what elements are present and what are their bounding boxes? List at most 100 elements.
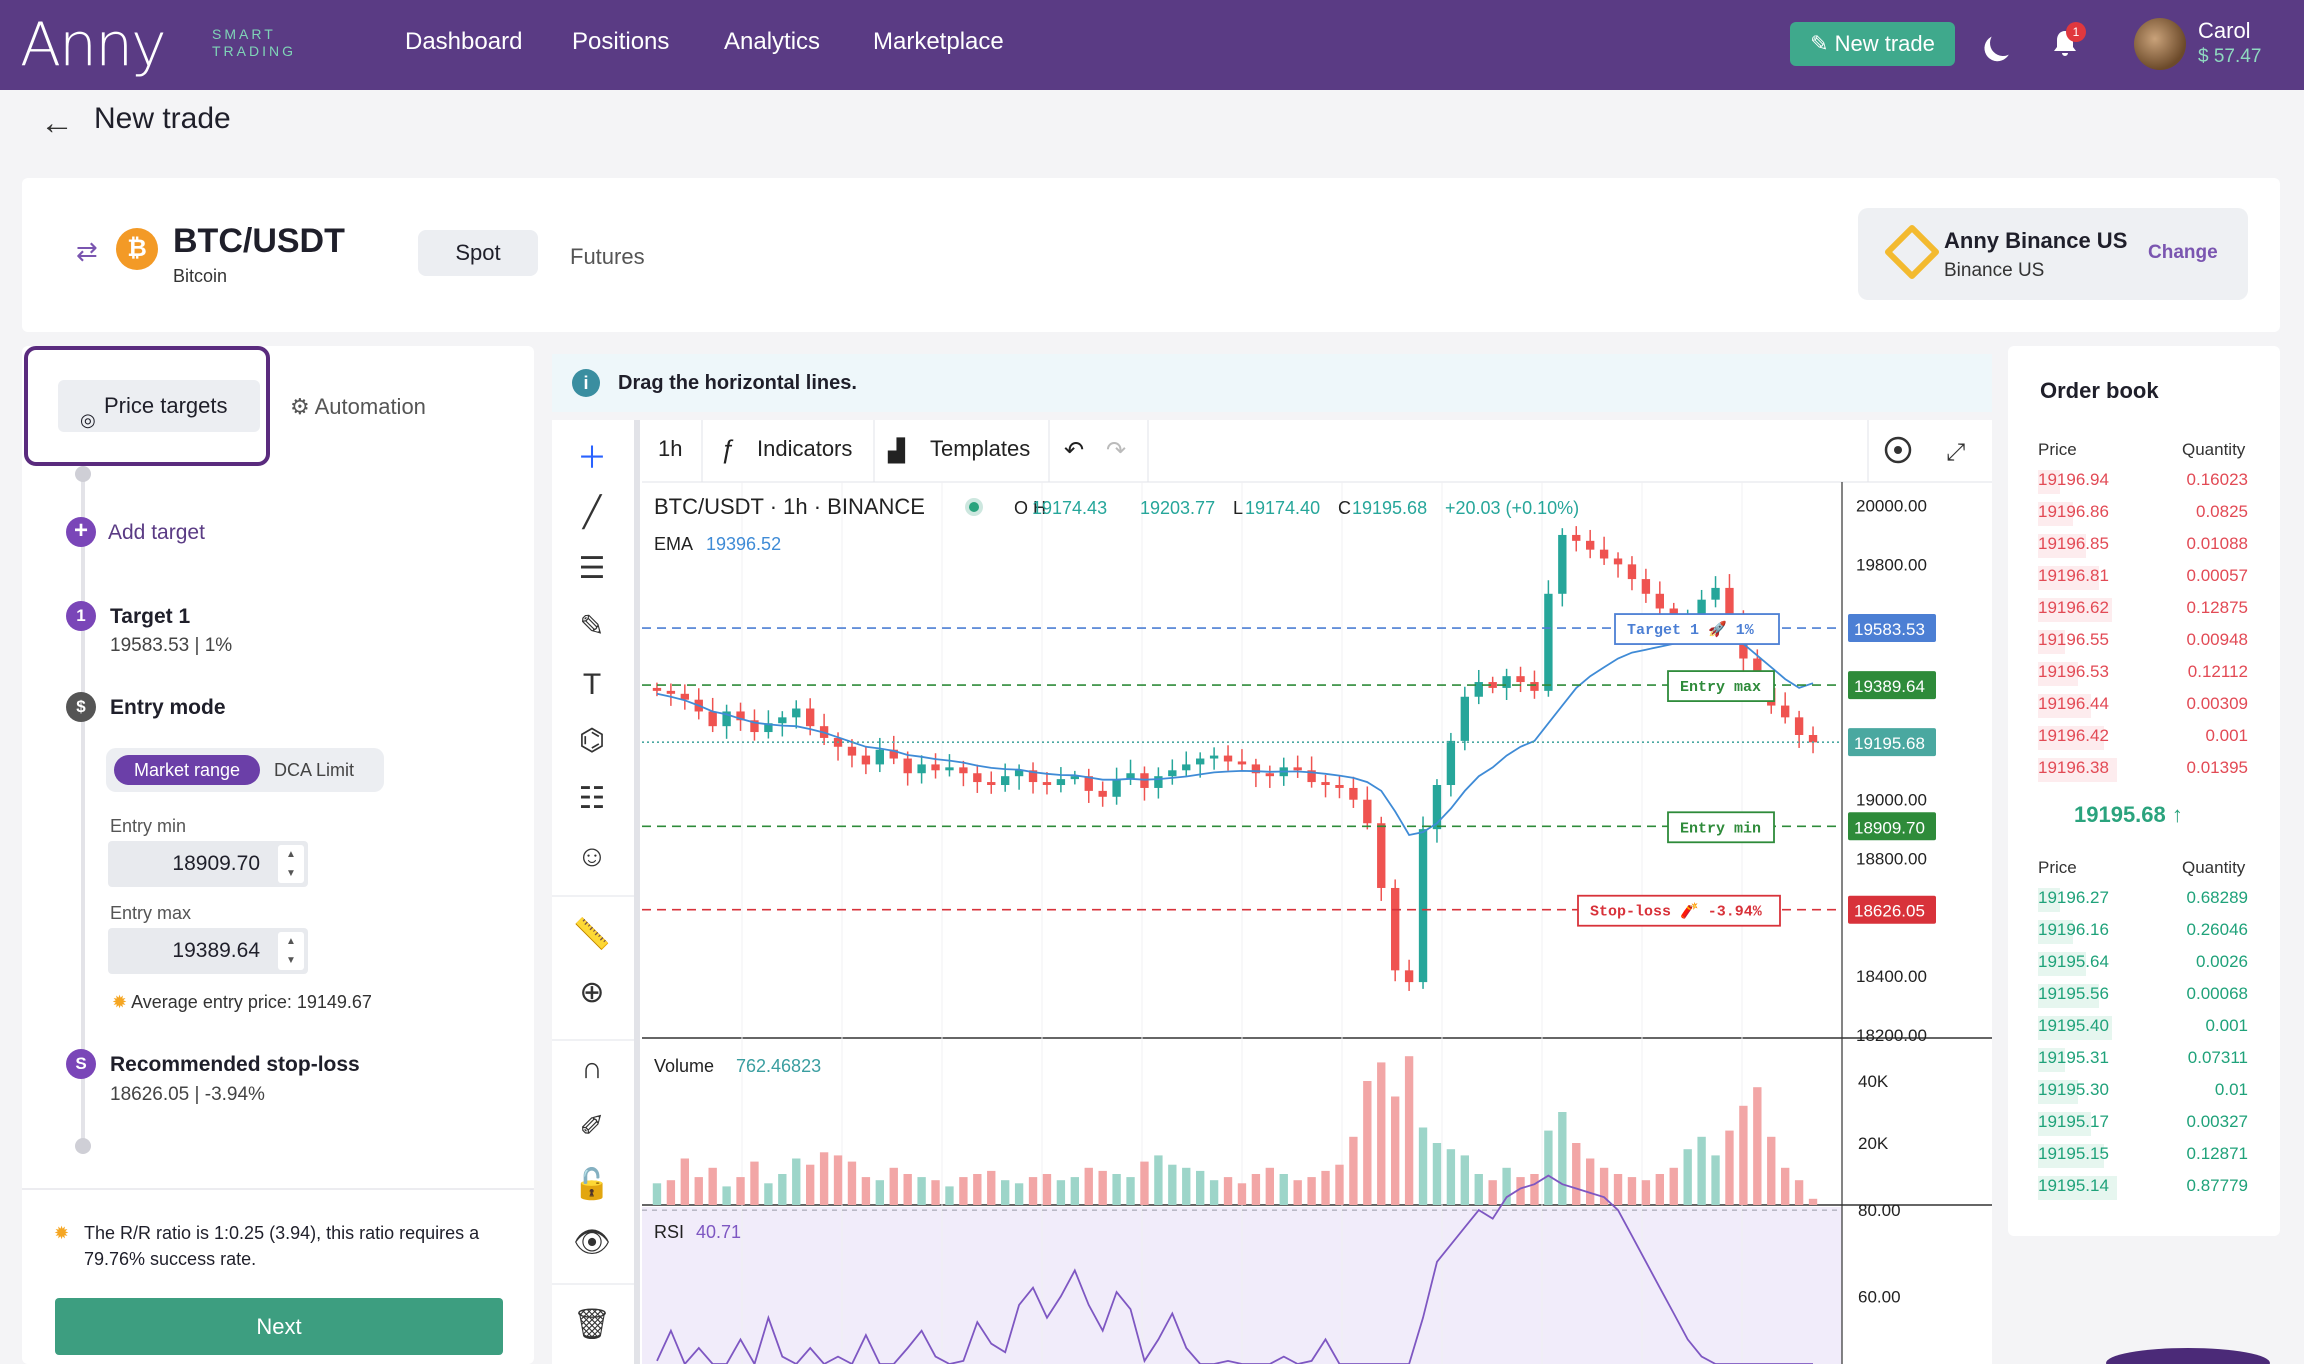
line-label-box: [1667, 811, 1775, 844]
order-row[interactable]: 19195.14 0.87779: [2038, 1176, 2248, 1204]
price-tag: 19389.64: [1854, 677, 1925, 696]
depth-bar: [2038, 1048, 2065, 1072]
order-quantity: 0.00057: [2186, 566, 2248, 585]
avatar[interactable]: [2134, 18, 2186, 70]
depth-bar: [2038, 1176, 2117, 1200]
candle-body: [861, 755, 871, 765]
order-row[interactable]: 19196.16 0.26046: [2038, 920, 2248, 948]
nav-positions[interactable]: Positions: [572, 28, 670, 55]
volume-bar: [1154, 1155, 1163, 1205]
dark-mode-toggle-icon[interactable]: [1986, 26, 2019, 59]
hint-banner: i Drag the horizontal lines.: [552, 354, 1992, 412]
chart-widget[interactable]: 1h ƒ Indicators ▟ Templates ↶ ↷ ⤢ ＋ ╱ ☰ ✎ T ⌬ ☷ ☺ 📏 ⊕ ∩ ✐ 🔓 👁…: [552, 420, 1992, 1364]
volume-bar: [973, 1174, 982, 1205]
line-label-box: [1577, 894, 1781, 927]
candle-body: [973, 773, 982, 783]
add-target-button[interactable]: Add target: [108, 521, 205, 544]
price-tick: 18400.00: [1856, 967, 1927, 986]
pair-symbol[interactable]: BTC/USDT: [173, 222, 345, 260]
order-row[interactable]: 19195.15 0.12871: [2038, 1144, 2248, 1172]
order-row[interactable]: 19195.40 0.001: [2038, 1016, 2248, 1044]
back-arrow-icon[interactable]: ←: [40, 104, 74, 142]
order-row[interactable]: 19196.42 0.001: [2038, 726, 2248, 754]
candle-body: [847, 746, 857, 756]
order-quantity: 0.0026: [2196, 952, 2248, 971]
nav-analytics[interactable]: Analytics: [724, 28, 821, 55]
order-row[interactable]: 19195.64 0.0026: [2038, 952, 2248, 980]
order-price: 19196.42: [2038, 726, 2109, 745]
brand-logo[interactable]: Anny: [20, 10, 167, 80]
candle-body: [666, 690, 676, 694]
user-name[interactable]: Carol: [2198, 18, 2251, 43]
depth-bar: [2038, 726, 2104, 750]
order-row[interactable]: 19196.94 0.16023: [2038, 470, 2248, 498]
candle-body: [1293, 767, 1302, 771]
stepper-icon[interactable]: ▲ ▼: [278, 845, 304, 883]
depth-bar: [2038, 598, 2112, 622]
volume-bar: [1599, 1167, 1609, 1205]
candle-body: [1474, 682, 1483, 697]
next-button[interactable]: Next: [55, 1298, 503, 1355]
volume-bar: [1042, 1174, 1052, 1205]
order-row[interactable]: 19196.53 0.12112: [2038, 662, 2248, 690]
candle-body: [1558, 534, 1567, 594]
order-row[interactable]: 19195.56 0.00068: [2038, 984, 2248, 1012]
order-row[interactable]: 19196.85 0.01088: [2038, 534, 2248, 562]
arrow-up-icon: ↑: [2171, 802, 2183, 827]
order-quantity: 0.00309: [2186, 694, 2248, 713]
legend-low-label: L: [1233, 498, 1243, 518]
volume-bar: [1349, 1136, 1358, 1205]
add-target-icon[interactable]: +: [66, 517, 96, 547]
order-row[interactable]: 19196.55 0.00948: [2038, 630, 2248, 658]
candle-body: [1098, 790, 1107, 797]
trading-chart[interactable]: 1h ƒ Indicators ▟ Templates ↶ ↷ ⤢ ＋ ╱ ☰ ✎ T ⌬ ☷ ☺ 📏 ⊕ ∩ ✐ 🔓 👁…: [552, 420, 1992, 1364]
order-row[interactable]: 19196.86 0.0825: [2038, 502, 2248, 530]
candle-body: [1641, 579, 1651, 594]
depth-bar: [2038, 758, 2117, 782]
volume-tick: 40K: [1858, 1072, 1889, 1091]
mode-market-range[interactable]: Market range: [114, 755, 260, 785]
volume-bar: [680, 1158, 689, 1205]
tab-futures[interactable]: Futures: [570, 244, 645, 269]
chat-fab[interactable]: [2106, 1348, 2270, 1364]
order-quantity: 0.68289: [2186, 888, 2248, 907]
swap-icon[interactable]: ⇄: [76, 236, 98, 266]
order-quantity: 0.0825: [2196, 502, 2248, 521]
new-trade-button[interactable]: ✎ New trade: [1790, 22, 1955, 66]
candle-body: [917, 764, 926, 774]
entry-mode-title: Entry mode: [110, 696, 226, 719]
order-row[interactable]: 19196.62 0.12875: [2038, 598, 2248, 626]
order-row[interactable]: 19196.81 0.00057: [2038, 566, 2248, 594]
exchange-name: Anny Binance US: [1944, 228, 2128, 253]
change-exchange-button[interactable]: Change: [2148, 242, 2218, 263]
order-row[interactable]: 19196.38 0.01395: [2038, 758, 2248, 786]
status-dot-center: [969, 502, 979, 512]
tab-automation[interactable]: ⚙ Automation: [290, 394, 426, 419]
tab-spot[interactable]: Spot: [418, 230, 538, 276]
stop-loss-title[interactable]: Recommended stop-loss: [110, 1053, 360, 1076]
order-quantity: 0.12112: [2187, 662, 2248, 681]
indicators-button: Indicators: [757, 436, 852, 461]
order-row[interactable]: 19196.44 0.00309: [2038, 694, 2248, 722]
order-row[interactable]: 19196.27 0.68289: [2038, 888, 2248, 916]
entry-min-field[interactable]: 18909.70 ▲ ▼: [108, 841, 308, 887]
order-row[interactable]: 19195.17 0.00327: [2038, 1112, 2248, 1140]
volume-bar: [708, 1167, 717, 1205]
target-title[interactable]: Target 1: [110, 605, 191, 628]
order-quantity: 0.00948: [2186, 630, 2248, 649]
legend-close: 19195.68: [1352, 498, 1427, 518]
candle-body: [1377, 823, 1386, 888]
order-row[interactable]: 19195.31 0.07311: [2038, 1048, 2248, 1076]
order-row[interactable]: 19195.30 0.01: [2038, 1080, 2248, 1108]
order-quantity: 0.01: [2214, 1080, 2248, 1099]
tab-price-targets[interactable]: ◎ Price targets: [58, 380, 260, 432]
entry-max-field[interactable]: 19389.64 ▲ ▼: [108, 928, 308, 974]
nav-marketplace[interactable]: Marketplace: [873, 28, 1004, 55]
brand-tagline: SMART TRADING: [212, 26, 296, 59]
stepper-icon[interactable]: ▲ ▼: [278, 932, 304, 970]
candle-body: [1572, 534, 1581, 541]
mode-dca-limit[interactable]: DCA Limit: [274, 760, 355, 780]
stop-loss-value: 18626.05 | -3.94%: [110, 1084, 265, 1105]
nav-dashboard[interactable]: Dashboard: [405, 28, 523, 55]
depth-bar: [2038, 1080, 2078, 1104]
